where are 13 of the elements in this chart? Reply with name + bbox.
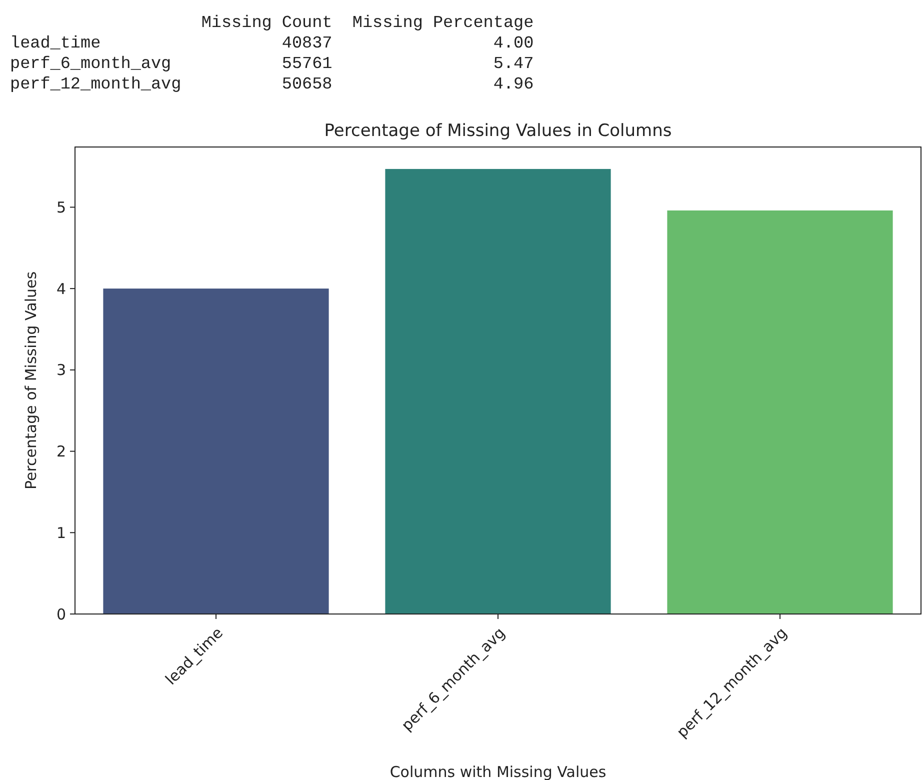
text: perf_6_month_avg 55761 5.47 — [10, 55, 534, 74]
y-tick-label: 3 — [56, 361, 66, 380]
x-axis-title: Columns with Missing Values — [390, 763, 606, 780]
y-tick-label: 2 — [56, 442, 66, 461]
chart-title: Percentage of Missing Values in Columns — [324, 121, 672, 141]
text: perf_12_month_avg 50658 4.96 — [10, 76, 534, 94]
y-axis-title: Percentage of Missing Values — [22, 271, 40, 490]
text: lead_time 40837 4.00 — [10, 34, 534, 54]
text: Missing Count Missing Percentage — [10, 14, 534, 33]
y-tick-label: 0 — [56, 605, 66, 624]
y-tick-label: 4 — [56, 280, 66, 298]
y-tick-label: 5 — [56, 198, 66, 216]
y-tick-label: 1 — [56, 524, 66, 542]
